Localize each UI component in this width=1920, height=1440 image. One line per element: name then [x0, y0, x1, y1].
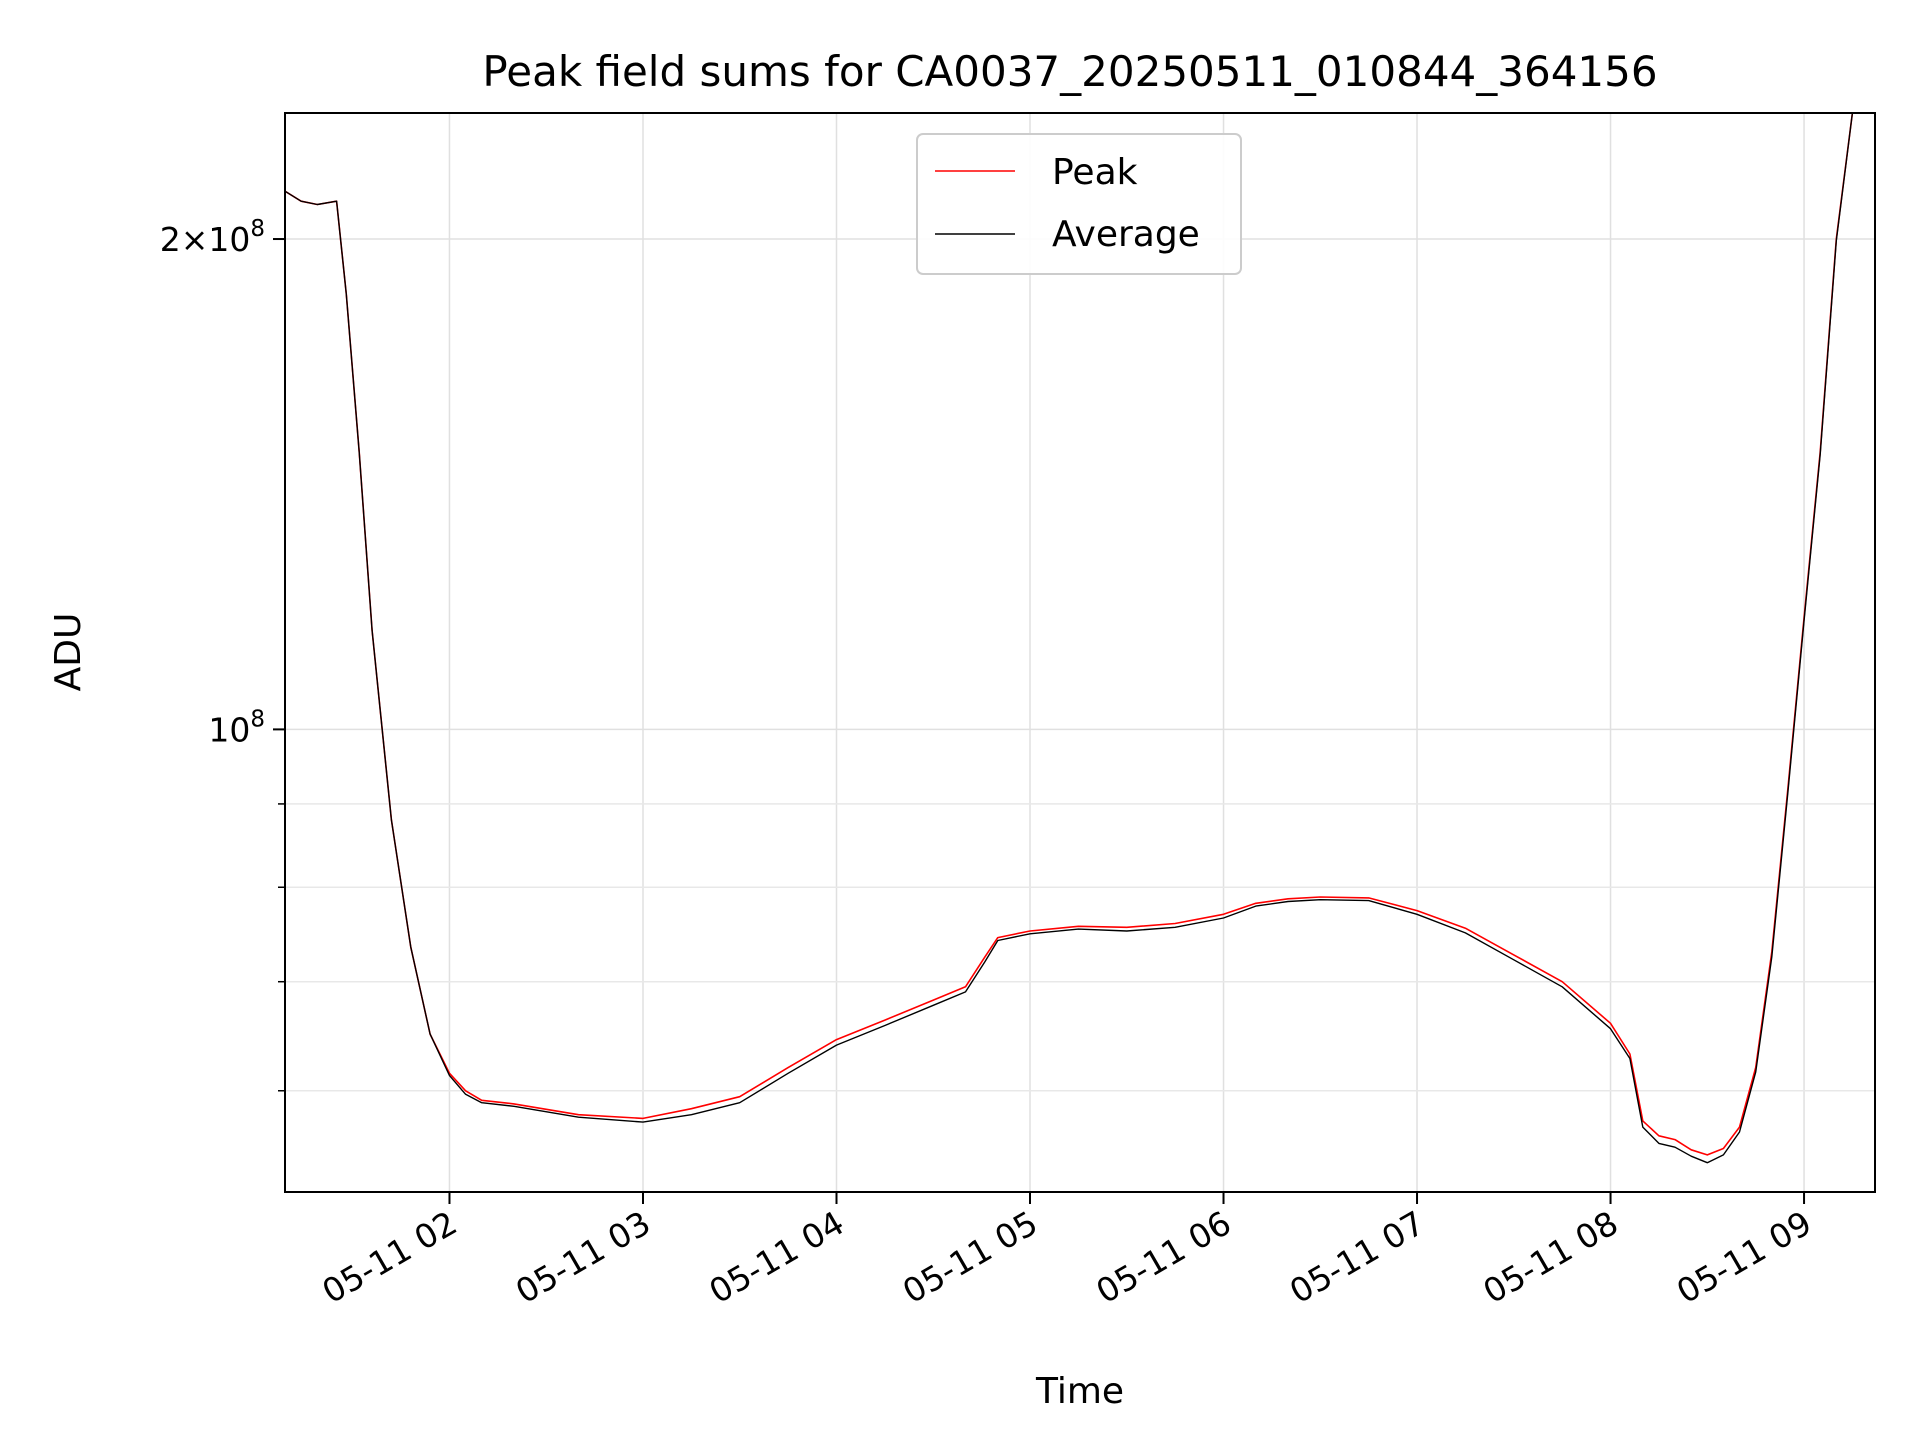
x-axis-label: Time	[1035, 1371, 1124, 1412]
legend-label-average: Average	[1052, 214, 1200, 255]
legend-box	[916, 133, 1242, 275]
x-tick-label: 05-11 06	[1090, 1203, 1238, 1311]
y-tick-label: 108	[208, 706, 265, 749]
legend-label-peak: Peak	[1052, 152, 1138, 193]
x-tick-label: 05-11 05	[896, 1203, 1044, 1311]
y-tick-label: 2×108	[160, 216, 265, 259]
x-tick-label: 05-11 02	[315, 1203, 463, 1311]
x-tick-label: 05-11 09	[1670, 1203, 1818, 1311]
chart-title: Peak field sums for CA0037_20250511_0108…	[482, 47, 1657, 96]
legend: Peak Average	[916, 133, 1242, 275]
y-axis-ticks: 108 2×108	[160, 216, 285, 1092]
x-tick-label: 05-11 08	[1477, 1203, 1625, 1311]
x-axis-ticks: 05-11 02 05-11 03 05-11 04 05-11 05 05-11 06…	[315, 1192, 1818, 1311]
x-tick-label: 05-11 04	[703, 1203, 851, 1311]
x-tick-label: 05-11 07	[1283, 1203, 1431, 1311]
y-axis-label: ADU	[48, 613, 89, 692]
plot-area-frame	[284, 112, 1876, 1193]
series-line-average	[285, 113, 1854, 1164]
plot-series	[285, 113, 1854, 1164]
x-tick-label: 05-11 03	[509, 1203, 657, 1311]
